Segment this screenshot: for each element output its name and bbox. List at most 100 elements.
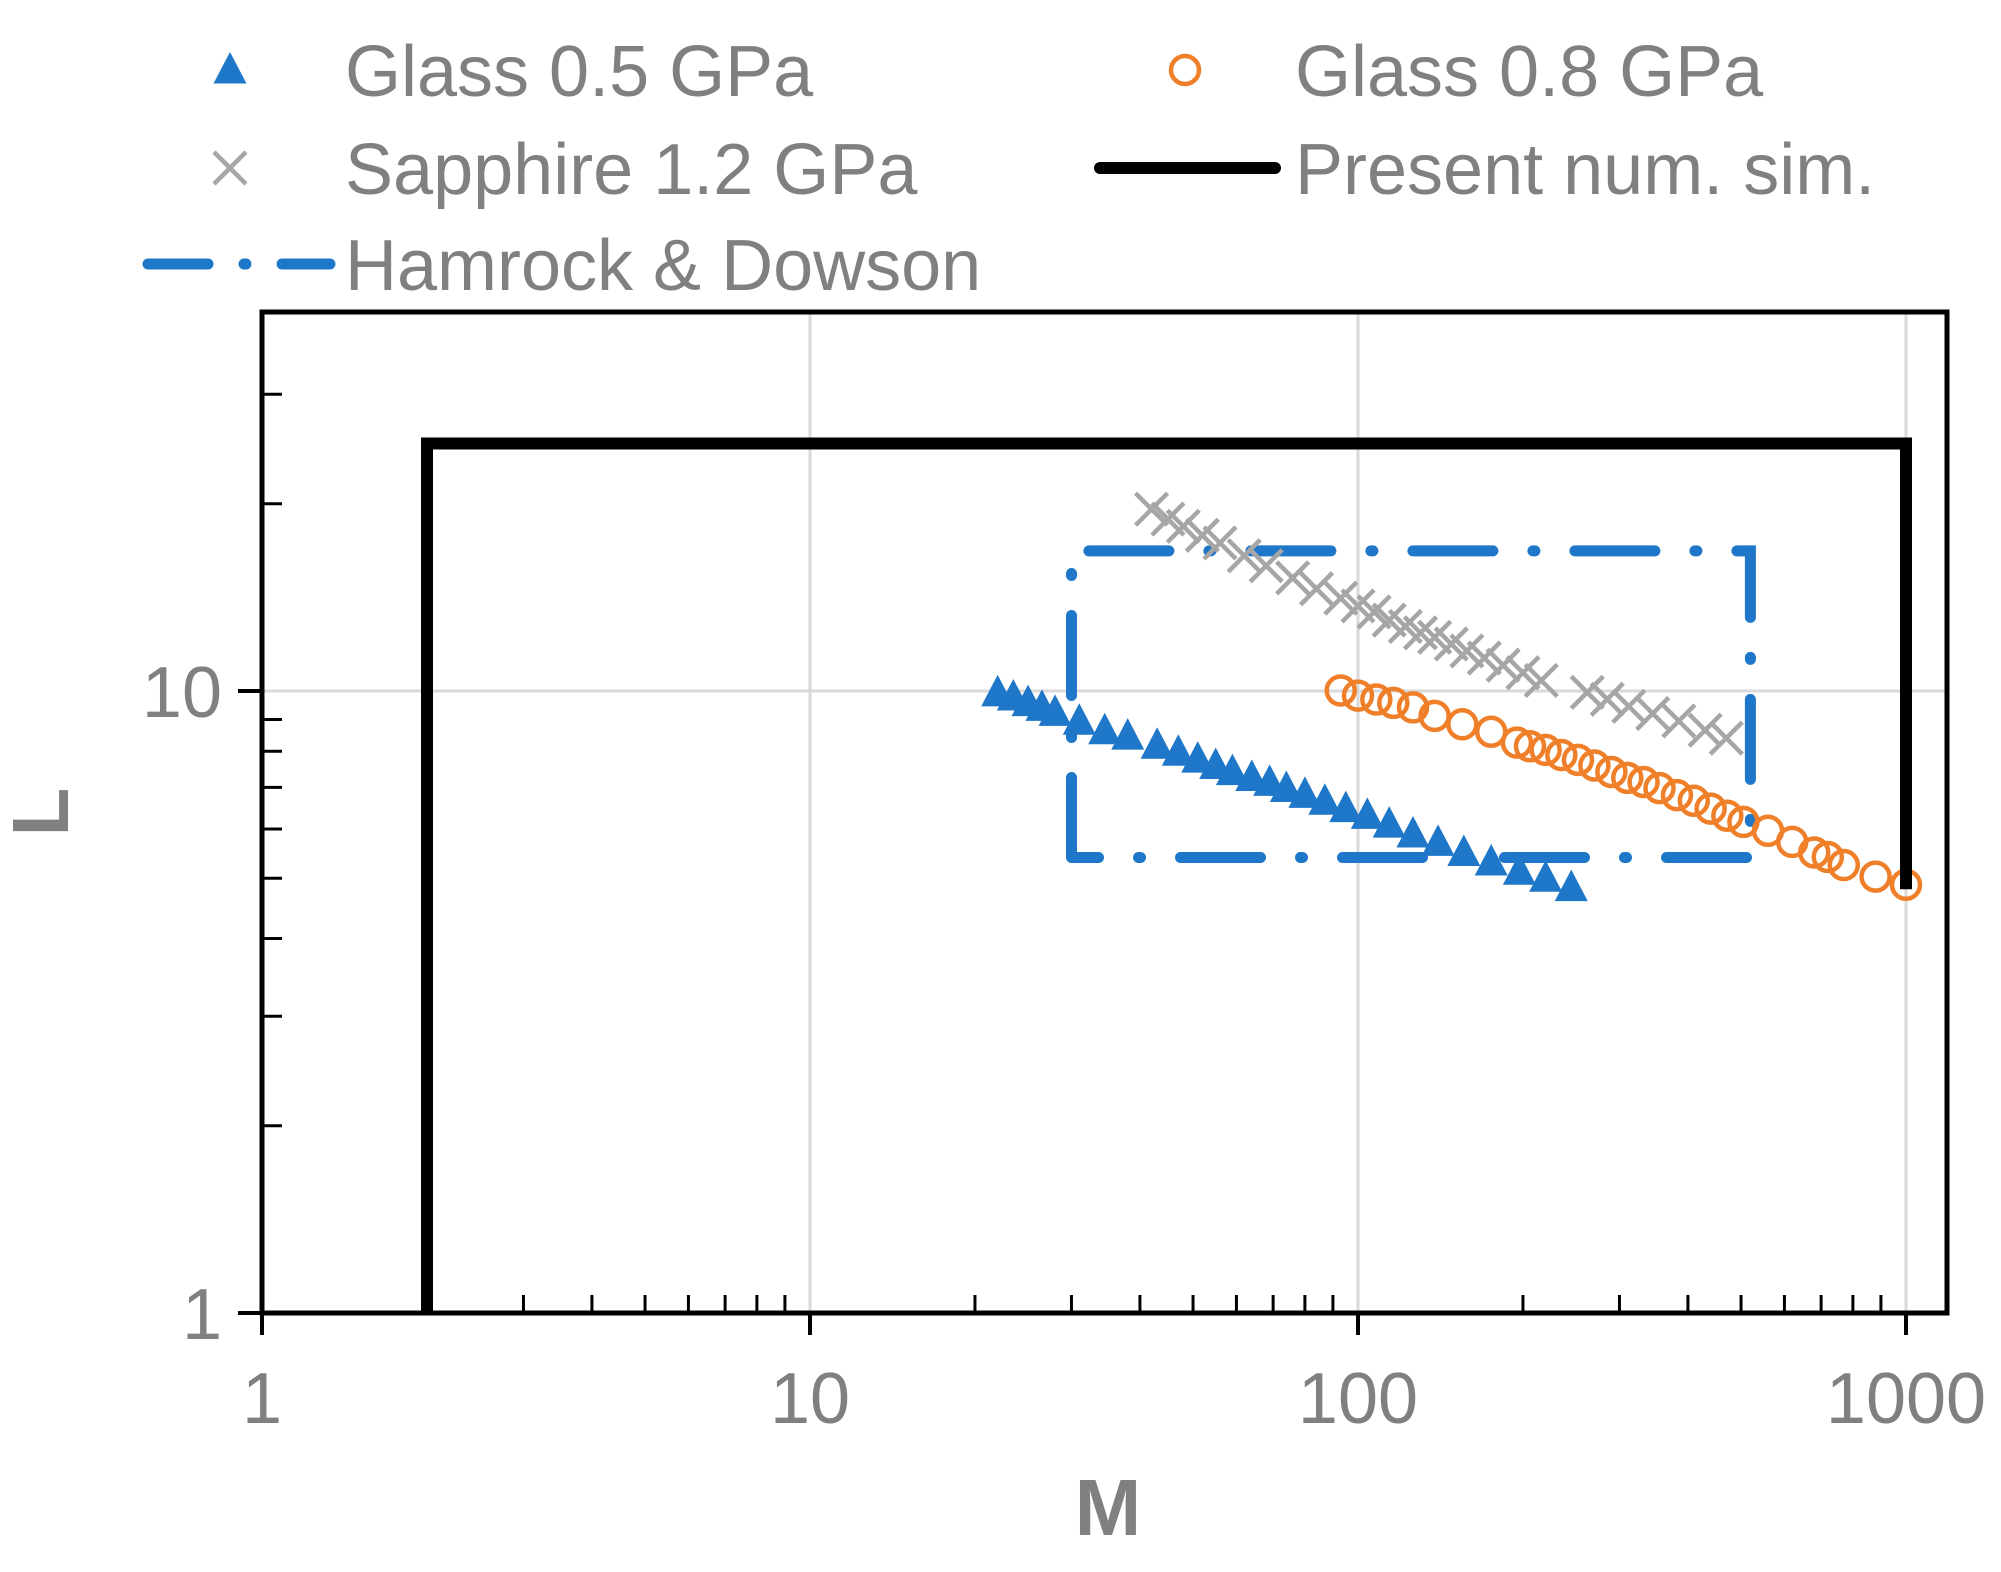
- data-point-sapphire-12: [1661, 703, 1697, 739]
- data-point-glass-08: [1811, 840, 1845, 874]
- data-point-glass-05: [1396, 815, 1430, 848]
- data-point-glass-08: [1360, 683, 1393, 716]
- data-point-glass-08: [1627, 765, 1660, 799]
- data-point-glass-08: [1643, 771, 1676, 805]
- data-point-glass-05: [1269, 770, 1303, 803]
- data-point-sapphire-12: [1635, 695, 1671, 732]
- x-tick-label: 10: [770, 1359, 850, 1439]
- data-point-glass-05: [1529, 860, 1563, 892]
- x-axis-title: M: [1075, 1463, 1142, 1552]
- data-point-glass-08: [1561, 743, 1595, 777]
- data-point-sapphire-12: [1133, 491, 1170, 527]
- data-point-glass-08: [1500, 726, 1534, 759]
- legend-label: Glass 0.8 GPa: [1295, 32, 1764, 112]
- data-point-glass-05: [1308, 783, 1342, 815]
- data-point-glass-08: [1324, 674, 1357, 707]
- data-point-glass-05: [1062, 703, 1096, 735]
- data-point-glass-08: [1377, 686, 1410, 720]
- data-point-glass-05: [1181, 741, 1215, 773]
- legend-label: Sapphire 1.2 GPa: [345, 130, 918, 210]
- data-point-glass-05: [1421, 824, 1455, 856]
- series-hamrock-dowson: [1066, 545, 1756, 863]
- data-point-glass-08: [1396, 691, 1430, 724]
- plot-series: [421, 437, 1923, 1313]
- data-point-glass-05: [1161, 734, 1195, 766]
- data-point-glass-08: [1827, 848, 1861, 882]
- data-point-glass-08: [1595, 755, 1628, 789]
- data-point-glass-05: [1111, 718, 1145, 750]
- data-point-glass-08: [1513, 730, 1547, 763]
- data-point-glass-05: [1038, 694, 1072, 726]
- data-point-glass-05: [1215, 753, 1249, 786]
- legend-entry-glass-05: Glass 0.5 GPa: [213, 32, 814, 112]
- legend-entry-sapphire-12: Sapphire 1.2 GPa: [212, 130, 918, 210]
- data-point-glass-08: [1859, 860, 1892, 893]
- legend-symbol-sapphire-12: [212, 150, 248, 186]
- legend-entry-present-num-sim: Present num. sim.: [1094, 130, 1875, 210]
- data-point-sapphire-12: [1569, 674, 1605, 710]
- data-point-sapphire-12: [1298, 571, 1335, 607]
- y-tick-label: 1: [182, 1275, 222, 1355]
- legend: Glass 0.5 GPa Glass 0.8 GPa Sapphire 1.2 G…: [142, 32, 1875, 306]
- data-point-sapphire-12: [1248, 548, 1284, 584]
- data-point-sapphire-12: [1523, 662, 1559, 698]
- legend-label: Hamrock & Dowson: [345, 226, 981, 306]
- series-present-num-sim: [421, 437, 1912, 1313]
- data-point-sapphire-12: [1589, 681, 1625, 717]
- data-point-glass-05: [1329, 790, 1363, 823]
- series-line-hamrock-dowson: [1066, 545, 1756, 863]
- grid: [262, 312, 1947, 1313]
- data-point-sapphire-12: [1611, 688, 1647, 724]
- y-tick-label: 10: [142, 653, 222, 733]
- data-point-glass-08: [1660, 778, 1694, 812]
- data-point-sapphire-12: [1323, 580, 1359, 616]
- legend-label: Glass 0.5 GPa: [345, 32, 814, 112]
- data-point-glass-08: [1545, 738, 1578, 772]
- data-point-glass-08: [1711, 799, 1744, 833]
- legend-entry-glass-08: Glass 0.8 GPa: [1168, 32, 1764, 112]
- data-point-glass-08: [1529, 733, 1562, 767]
- data-point-glass-05: [1447, 834, 1481, 866]
- data-point-sapphire-12: [1505, 655, 1541, 691]
- tick-labels: 1 10 100 1000 1 10: [142, 653, 1986, 1439]
- data-point-sapphire-12: [1184, 517, 1220, 553]
- data-point-glass-08: [1611, 761, 1644, 795]
- data-point-glass-05: [1474, 843, 1508, 876]
- data-point-glass-08: [1341, 679, 1375, 712]
- data-point-glass-05: [1502, 853, 1536, 885]
- data-point-glass-05: [1372, 806, 1406, 838]
- data-point-glass-05: [1350, 797, 1384, 829]
- series-sapphire-12: [1133, 491, 1744, 756]
- data-point-glass-05: [1554, 869, 1588, 902]
- legend-entry-hamrock-dowson: Hamrock & Dowson: [142, 226, 981, 306]
- data-point-sapphire-12: [1687, 712, 1723, 748]
- data-point-glass-08: [1677, 784, 1711, 818]
- data-point-glass-05: [1288, 776, 1322, 808]
- data-point-sapphire-12: [1466, 640, 1502, 676]
- data-point-glass-05: [1088, 712, 1122, 745]
- data-point-sapphire-12: [1708, 720, 1744, 756]
- y-axis-title: L: [0, 788, 85, 837]
- series-line-present-num-sim: [421, 437, 1912, 1313]
- legend-label: Present num. sim.: [1295, 130, 1875, 210]
- data-point-sapphire-12: [1485, 647, 1521, 683]
- x-tick-label: 100: [1298, 1359, 1418, 1439]
- data-point-glass-08: [1797, 836, 1831, 869]
- legend-symbol-glass-08: [1168, 53, 1202, 87]
- x-tick-label: 1000: [1826, 1359, 1986, 1439]
- x-tick-label: 1: [242, 1359, 282, 1439]
- legend-symbol-glass-05: [213, 52, 247, 84]
- data-point-glass-05: [1140, 727, 1174, 759]
- series-glass-05: [981, 674, 1588, 902]
- data-point-glass-08: [1578, 749, 1611, 782]
- data-point-sapphire-12: [1275, 560, 1311, 596]
- data-point-sapphire-12: [1165, 508, 1201, 544]
- plot-frame: [259, 309, 1950, 1316]
- axis-ticks: [238, 392, 1908, 1335]
- data-point-glass-08: [1694, 792, 1727, 825]
- series-glass-08: [1324, 674, 1923, 902]
- data-point-glass-08: [1446, 708, 1479, 741]
- data-point-sapphire-12: [1202, 525, 1238, 561]
- data-point-sapphire-12: [1226, 538, 1262, 574]
